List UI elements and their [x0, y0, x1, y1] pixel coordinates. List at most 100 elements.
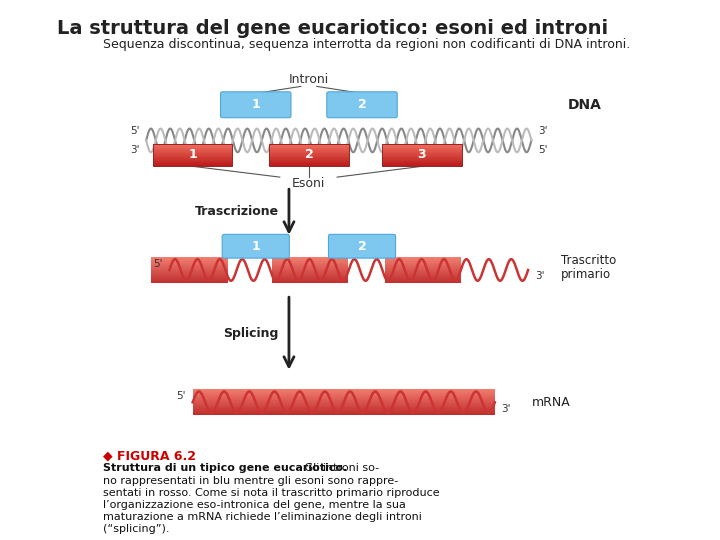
Text: 2: 2	[306, 284, 314, 294]
Bar	[153, 161, 233, 162]
Bar	[272, 262, 348, 263]
FancyBboxPatch shape	[220, 92, 291, 118]
Bar	[382, 164, 462, 165]
Bar	[382, 152, 462, 153]
Bar	[193, 396, 495, 397]
Bar	[269, 152, 348, 153]
Bar	[193, 401, 495, 402]
Bar	[193, 410, 495, 411]
Text: Esoni: Esoni	[292, 177, 325, 190]
Bar	[269, 164, 348, 165]
Bar	[151, 269, 228, 270]
Bar	[269, 153, 348, 154]
Bar	[385, 280, 462, 281]
Bar	[272, 272, 348, 273]
Bar	[193, 412, 495, 413]
Text: 1: 1	[251, 98, 260, 111]
Bar	[272, 277, 348, 278]
Bar	[272, 264, 348, 265]
Bar	[151, 280, 228, 281]
Bar	[382, 153, 462, 154]
Text: Splicing: Splicing	[224, 327, 279, 340]
Bar	[382, 144, 462, 166]
Bar	[382, 162, 462, 163]
Bar	[385, 278, 462, 279]
Text: DNA: DNA	[568, 98, 602, 112]
Bar	[151, 261, 228, 262]
Text: no rappresentati in blu mentre gli esoni sono rappre-: no rappresentati in blu mentre gli esoni…	[103, 476, 398, 487]
Text: 5': 5'	[130, 126, 140, 136]
Bar	[269, 163, 348, 164]
Text: 3': 3'	[502, 404, 511, 414]
Bar	[151, 262, 228, 263]
Text: 2: 2	[305, 148, 313, 161]
Bar	[151, 281, 228, 282]
Bar	[153, 159, 233, 160]
Bar	[269, 151, 348, 152]
Bar	[153, 157, 233, 158]
Text: l’organizzazione eso-intronica del gene, mentre la sua: l’organizzazione eso-intronica del gene,…	[103, 500, 406, 510]
Bar	[193, 392, 495, 393]
Bar	[385, 264, 462, 265]
Bar	[382, 163, 462, 164]
Bar	[151, 265, 228, 266]
Bar	[193, 413, 495, 414]
Bar	[151, 275, 228, 276]
Bar	[385, 276, 462, 277]
Text: 3': 3'	[538, 126, 547, 136]
Text: 3': 3'	[130, 145, 140, 155]
Bar	[385, 265, 462, 266]
Bar	[193, 405, 495, 406]
Bar	[382, 147, 462, 148]
Bar	[385, 257, 462, 258]
Text: 5': 5'	[538, 145, 547, 155]
Bar	[151, 271, 228, 272]
Bar	[272, 263, 348, 264]
Bar	[269, 146, 348, 147]
Bar	[153, 145, 233, 146]
Text: primario: primario	[562, 268, 611, 281]
Bar	[272, 257, 348, 258]
Bar	[153, 152, 233, 153]
Text: 3: 3	[419, 284, 427, 294]
Bar	[193, 408, 495, 409]
Bar	[153, 160, 233, 161]
Bar	[151, 276, 228, 277]
Bar	[272, 273, 348, 274]
Bar	[382, 144, 462, 145]
Bar	[269, 161, 348, 162]
Text: Introni: Introni	[289, 73, 329, 86]
Bar	[193, 394, 495, 395]
Bar	[385, 258, 462, 259]
Bar	[269, 155, 348, 156]
Text: sentati in rosso. Come si nota il trascritto primario riproduce: sentati in rosso. Come si nota il trascr…	[103, 488, 440, 498]
Bar	[385, 273, 462, 274]
Bar	[151, 273, 228, 274]
Text: Sequenza discontinua, sequenza interrotta da regioni non codificanti di DNA intr: Sequenza discontinua, sequenza interrott…	[103, 38, 630, 51]
Bar	[272, 271, 348, 272]
Text: 3': 3'	[535, 272, 544, 281]
Bar	[272, 258, 348, 259]
Bar	[151, 263, 228, 264]
Bar	[382, 156, 462, 157]
Text: 3: 3	[418, 148, 426, 161]
Bar	[269, 165, 348, 166]
Bar	[193, 407, 495, 408]
Bar	[385, 271, 462, 272]
Bar	[269, 154, 348, 155]
Bar	[272, 260, 348, 261]
Bar	[382, 146, 462, 147]
Bar	[153, 144, 233, 166]
Bar	[269, 144, 348, 166]
Bar	[151, 277, 228, 278]
Bar	[269, 150, 348, 151]
Bar	[151, 260, 228, 261]
Bar	[151, 258, 228, 259]
Bar	[153, 147, 233, 148]
Text: 2: 2	[358, 240, 366, 253]
Bar	[272, 266, 348, 267]
Bar	[153, 155, 233, 156]
Bar	[385, 261, 462, 262]
Bar	[151, 264, 228, 265]
Text: La struttura del gene eucariotico: esoni ed introni: La struttura del gene eucariotico: esoni…	[57, 19, 608, 38]
